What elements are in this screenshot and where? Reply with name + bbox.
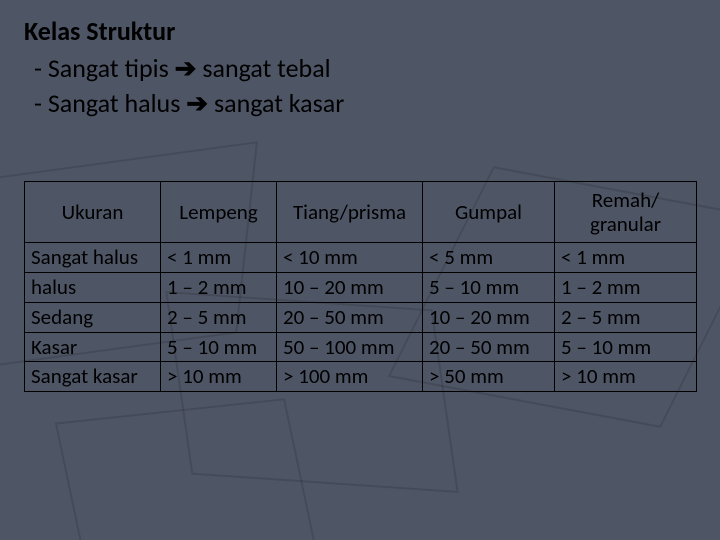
row-label: halus — [25, 273, 161, 303]
cell: > 10 mm — [555, 362, 697, 392]
bullet-item: Sangat tipis ➔ sangat tebal — [34, 51, 696, 86]
table-header-row: Ukuran Lempeng Tiang/prisma Gumpal Remah… — [25, 182, 697, 243]
cell: 20 – 50 mm — [277, 302, 423, 332]
col-lempeng: Lempeng — [161, 182, 277, 243]
slide-title: Kelas Struktur — [24, 16, 696, 47]
bullet-item: Sangat halus ➔ sangat kasar — [34, 86, 696, 121]
cell: 5 – 10 mm — [161, 332, 277, 362]
table-row: Sangat halus < 1 mm < 10 mm < 5 mm < 1 m… — [25, 243, 697, 273]
table: Ukuran Lempeng Tiang/prisma Gumpal Remah… — [24, 181, 697, 392]
bullet-right: sangat kasar — [214, 87, 344, 119]
bullet-left: Sangat halus — [48, 87, 181, 119]
bullet-right: sangat tebal — [202, 52, 330, 84]
cell: 5 – 10 mm — [423, 273, 555, 303]
cell: < 10 mm — [277, 243, 423, 273]
cell: < 1 mm — [161, 243, 277, 273]
size-class-table: Ukuran Lempeng Tiang/prisma Gumpal Remah… — [24, 181, 696, 392]
row-label: Sangat kasar — [25, 362, 161, 392]
cell: 10 – 20 mm — [277, 273, 423, 303]
cell: > 100 mm — [277, 362, 423, 392]
col-ukuran: Ukuran — [25, 182, 161, 243]
bullet-left: Sangat tipis — [48, 52, 169, 84]
cell: 2 – 5 mm — [555, 302, 697, 332]
row-label: Sangat halus — [25, 243, 161, 273]
col-remah: Remah/ granular — [555, 182, 697, 243]
cell: 20 – 50 mm — [423, 332, 555, 362]
table-body: Sangat halus < 1 mm < 10 mm < 5 mm < 1 m… — [25, 243, 697, 392]
table-row: halus 1 – 2 mm 10 – 20 mm 5 – 10 mm 1 – … — [25, 273, 697, 303]
cell: 1 – 2 mm — [161, 273, 277, 303]
col-tiang: Tiang/prisma — [277, 182, 423, 243]
cell: < 5 mm — [423, 243, 555, 273]
arrow-icon: ➔ — [186, 88, 208, 118]
cell: 2 – 5 mm — [161, 302, 277, 332]
cell: > 50 mm — [423, 362, 555, 392]
cell: 5 – 10 mm — [555, 332, 697, 362]
row-label: Kasar — [25, 332, 161, 362]
col-gumpal: Gumpal — [423, 182, 555, 243]
table-row: Sedang 2 – 5 mm 20 – 50 mm 10 – 20 mm 2 … — [25, 302, 697, 332]
table-row: Sangat kasar > 10 mm > 100 mm > 50 mm > … — [25, 362, 697, 392]
row-label: Sedang — [25, 302, 161, 332]
cell: < 1 mm — [555, 243, 697, 273]
arrow-icon: ➔ — [175, 53, 197, 83]
cell: 50 – 100 mm — [277, 332, 423, 362]
cell: 1 – 2 mm — [555, 273, 697, 303]
bullet-list: Sangat tipis ➔ sangat tebal Sangat halus… — [34, 51, 696, 121]
cell: 10 – 20 mm — [423, 302, 555, 332]
cell: > 10 mm — [161, 362, 277, 392]
table-row: Kasar 5 – 10 mm 50 – 100 mm 20 – 50 mm 5… — [25, 332, 697, 362]
